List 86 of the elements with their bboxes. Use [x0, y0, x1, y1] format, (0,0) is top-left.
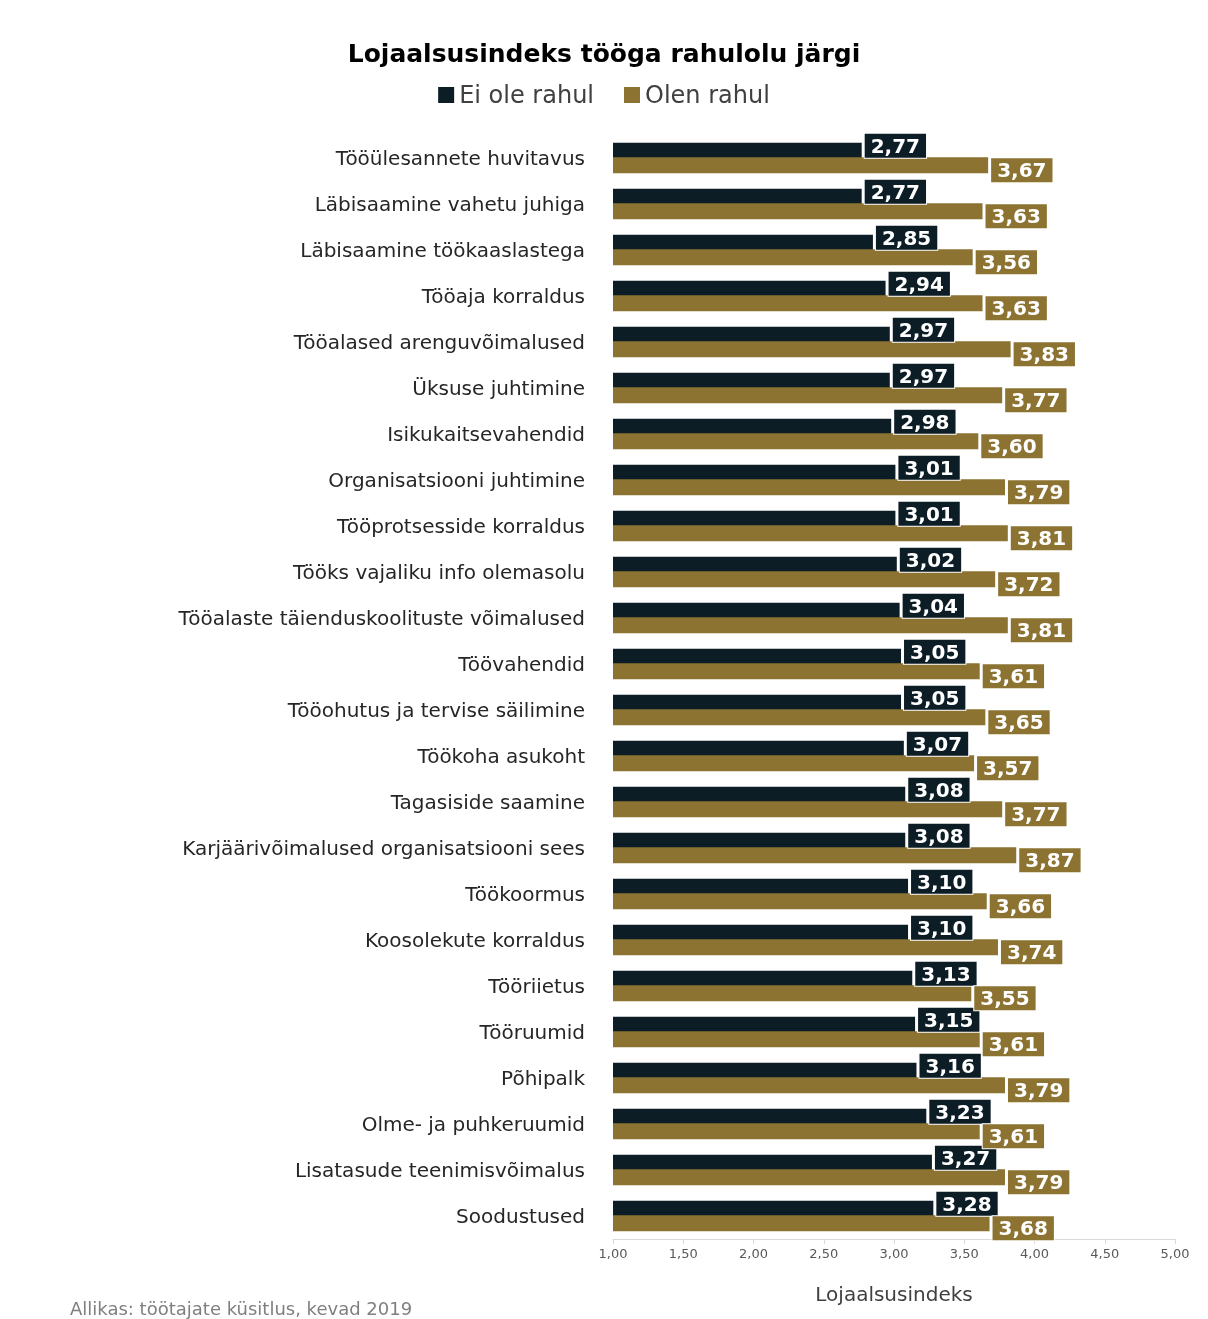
y-tick-label: Põhipalk — [501, 1066, 586, 1090]
data-label: 3,74 — [1006, 940, 1057, 965]
data-label: 3,16 — [925, 1053, 975, 1078]
data-label: 3,87 — [1025, 848, 1075, 873]
data-label: 3,81 — [1016, 526, 1067, 551]
y-tick-label: Tööruumid — [478, 1020, 585, 1044]
data-label: 2,97 — [898, 363, 949, 388]
data-label: 3,57 — [983, 756, 1033, 781]
data-label: 3,61 — [988, 1032, 1039, 1057]
data-label: 3,01 — [904, 501, 954, 526]
y-tick-label: Isikukaitsevahendid — [387, 422, 585, 446]
x-tick-label: 4,50 — [1090, 1246, 1120, 1261]
data-label: 3,83 — [1019, 342, 1069, 367]
data-label: 3,23 — [935, 1099, 985, 1124]
data-label: 2,98 — [900, 409, 950, 434]
y-tick-label: Olme- ja puhkeruumid — [361, 1112, 585, 1136]
data-label: 3,72 — [1004, 572, 1054, 597]
y-tick-label: Koosolekute korraldus — [364, 928, 585, 952]
data-label: 3,04 — [908, 593, 958, 618]
y-tick-label: Tööülesannete huvitavus — [334, 146, 585, 170]
y-tick-label: Töökoormus — [464, 882, 585, 906]
y-tick-label: Üksuse juhtimine — [412, 376, 585, 400]
y-tick-label: Tööprotsesside korraldus — [336, 514, 585, 538]
data-label: 3,02 — [905, 547, 956, 572]
y-tick-label: Tööriietus — [487, 974, 585, 998]
y-tick-label: Tööks vajaliku info olemasolu — [291, 560, 585, 584]
x-tick-label: 4,00 — [1020, 1246, 1049, 1261]
data-label: 3,55 — [980, 986, 1030, 1011]
data-label: 2,85 — [881, 225, 932, 250]
data-label: 3,66 — [995, 894, 1046, 919]
data-label: 3,79 — [1013, 480, 1064, 505]
y-tick-label: Tagasiside saamine — [389, 790, 585, 814]
data-label: 3,08 — [914, 777, 964, 802]
data-label: 3,81 — [1016, 618, 1067, 643]
x-tick-label: 2,50 — [809, 1246, 839, 1261]
legend-label: Olen rahul — [645, 81, 770, 109]
chart-title: Lojaalsusindeks tööga rahulolu järgi — [347, 39, 861, 68]
x-axis-title: Lojaalsusindeks — [815, 1282, 973, 1306]
data-label: 3,63 — [991, 204, 1041, 229]
y-tick-label: Läbisaamine töökaaslastega — [300, 238, 585, 262]
x-tick-label: 5,00 — [1160, 1246, 1190, 1261]
y-tick-label: Tööaja korraldus — [420, 284, 585, 308]
data-label: 3,28 — [942, 1191, 992, 1216]
data-label: 2,77 — [870, 133, 921, 158]
text: Allikas: töötajate küsitlus, kevad 2019 — [70, 1297, 413, 1319]
data-label: 3,77 — [1011, 802, 1061, 827]
data-label: 3,65 — [994, 710, 1044, 735]
data-label: 3,01 — [904, 455, 954, 480]
data-label: 3,60 — [987, 434, 1037, 459]
y-tick-label: Läbisaamine vahetu juhiga — [314, 192, 585, 216]
data-label: 3,56 — [981, 250, 1032, 275]
data-label: 3,79 — [1013, 1170, 1064, 1195]
data-label: 3,10 — [917, 869, 967, 894]
data-label: 3,68 — [998, 1216, 1048, 1241]
y-tick-label: Tööohutus ja tervise säilimine — [286, 698, 585, 722]
data-label: 3,05 — [910, 639, 960, 664]
data-label: 3,13 — [921, 961, 971, 986]
x-tick-label: 3,50 — [949, 1246, 979, 1261]
y-tick-label: Töövahendid — [457, 652, 585, 676]
x-tick-label: 3,00 — [879, 1246, 909, 1261]
data-label: 3,27 — [940, 1145, 991, 1170]
data-label: 3,77 — [1011, 388, 1061, 413]
data-label: 3,61 — [988, 664, 1039, 689]
data-label: 2,94 — [894, 271, 944, 296]
x-tick-label: 1,50 — [668, 1246, 698, 1261]
data-label: 3,07 — [912, 731, 963, 756]
legend-label: Ei ole rahul — [459, 81, 595, 109]
y-tick-label: Tööalased arenguvõimalused — [292, 330, 585, 354]
data-label: 2,77 — [870, 179, 921, 204]
data-label: 3,79 — [1013, 1078, 1064, 1103]
y-tick-label: Soodustused — [456, 1204, 585, 1228]
y-tick-label: Organisatsiooni juhtimine — [328, 468, 585, 492]
data-label: 3,67 — [997, 158, 1047, 183]
data-label: 3,10 — [917, 915, 967, 940]
data-label: 3,63 — [991, 296, 1041, 321]
data-label: 3,15 — [924, 1007, 974, 1032]
data-label: 3,08 — [914, 823, 964, 848]
x-tick-label: 2,00 — [739, 1246, 768, 1261]
y-tick-label: Lisatasude teenimisvõimalus — [294, 1158, 585, 1182]
x-tick-label: 1,00 — [598, 1246, 628, 1261]
y-tick-label: Tööalaste täienduskoolituste võimalused — [177, 606, 585, 630]
y-tick-label: Karjäärivõimalused organisatsiooni sees — [182, 836, 585, 860]
data-label: 3,61 — [988, 1124, 1039, 1149]
data-label: 2,97 — [898, 317, 949, 342]
y-tick-label: Töökoha asukoht — [416, 744, 586, 768]
data-label: 3,05 — [910, 685, 960, 710]
